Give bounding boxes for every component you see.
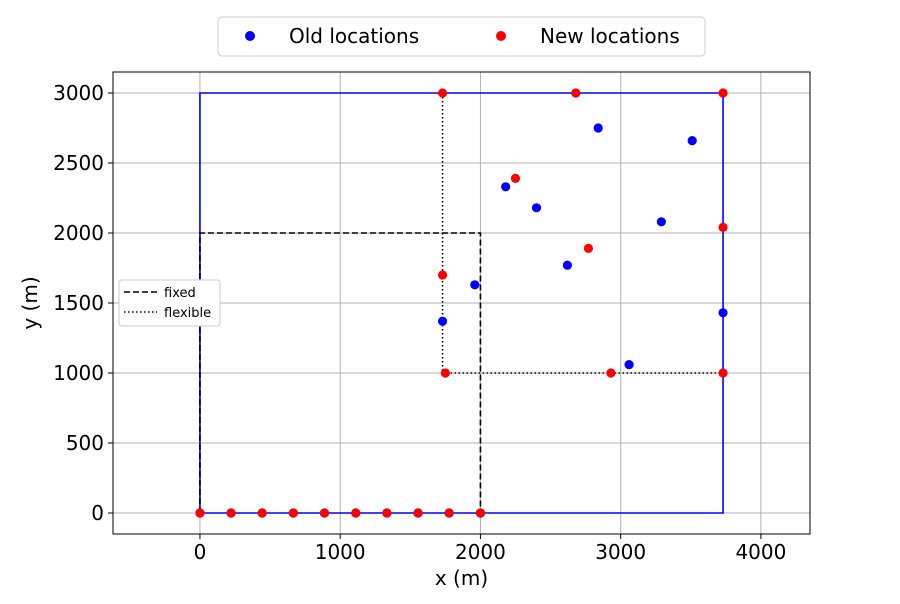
x-tick-label: 0: [194, 540, 207, 564]
axis-ticks: 0 1000 2000 3000 4000 0 500 1000 1500 2000 2500 300…: [53, 81, 786, 564]
new-location-point: [413, 508, 423, 518]
new-location-point: [351, 508, 361, 518]
old-location-point: [624, 360, 634, 370]
new-location-point: [382, 508, 392, 518]
x-tick-label: 2000: [455, 540, 506, 564]
new-location-point: [226, 508, 236, 518]
y-axis-label: y (m): [18, 276, 42, 329]
new-location-point: [510, 173, 521, 183]
legend-flexible-label: flexible: [164, 306, 211, 321]
top-legend: Old locations New locations: [217, 16, 706, 57]
old-location-point: [437, 316, 448, 326]
new-location-point: [718, 368, 728, 378]
y-tick-label: 2000: [53, 221, 104, 245]
old-location-point: [656, 217, 666, 227]
data-points: [195, 88, 728, 518]
old-location-point: [687, 136, 697, 146]
old-location-point: [501, 182, 511, 192]
legend-new-marker: [496, 31, 506, 41]
legend-old-marker: [245, 31, 255, 41]
y-tick-label: 1500: [53, 291, 104, 315]
new-location-point: [319, 508, 330, 518]
top-legend-box: [217, 16, 706, 57]
line-legend: fixed flexible: [118, 279, 221, 327]
y-tick-label: 1000: [53, 361, 104, 385]
y-tick-label: 500: [66, 431, 104, 455]
new-location-point: [440, 368, 450, 378]
new-location-point: [288, 508, 298, 518]
legend-fixed-label: fixed: [164, 286, 196, 301]
new-location-point: [437, 88, 448, 98]
old-location-point: [593, 123, 603, 133]
new-location-point: [718, 222, 728, 232]
legend-old-label: Old locations: [289, 24, 419, 48]
y-tick-label: 2500: [53, 151, 104, 175]
x-tick-label: 1000: [315, 540, 366, 564]
old-location-point: [562, 260, 572, 270]
old-location-point: [718, 308, 728, 318]
new-location-point: [583, 243, 594, 253]
x-tick-label: 4000: [735, 540, 786, 564]
new-location-point: [257, 508, 267, 518]
y-tick-label: 0: [91, 501, 104, 525]
y-tick-label: 3000: [53, 81, 104, 105]
old-location-point: [470, 280, 480, 290]
new-location-point: [475, 508, 486, 518]
new-location-point: [571, 88, 581, 98]
new-location-point: [444, 508, 454, 518]
new-location-point: [606, 368, 616, 378]
fixed-region-line: [199, 232, 482, 513]
legend-new-label: New locations: [540, 24, 680, 48]
old-location-point: [531, 203, 542, 213]
new-location-point: [718, 88, 728, 98]
x-axis-label: x (m): [435, 566, 488, 590]
new-location-point: [437, 270, 448, 280]
x-tick-label: 3000: [595, 540, 646, 564]
new-location-point: [195, 508, 205, 518]
